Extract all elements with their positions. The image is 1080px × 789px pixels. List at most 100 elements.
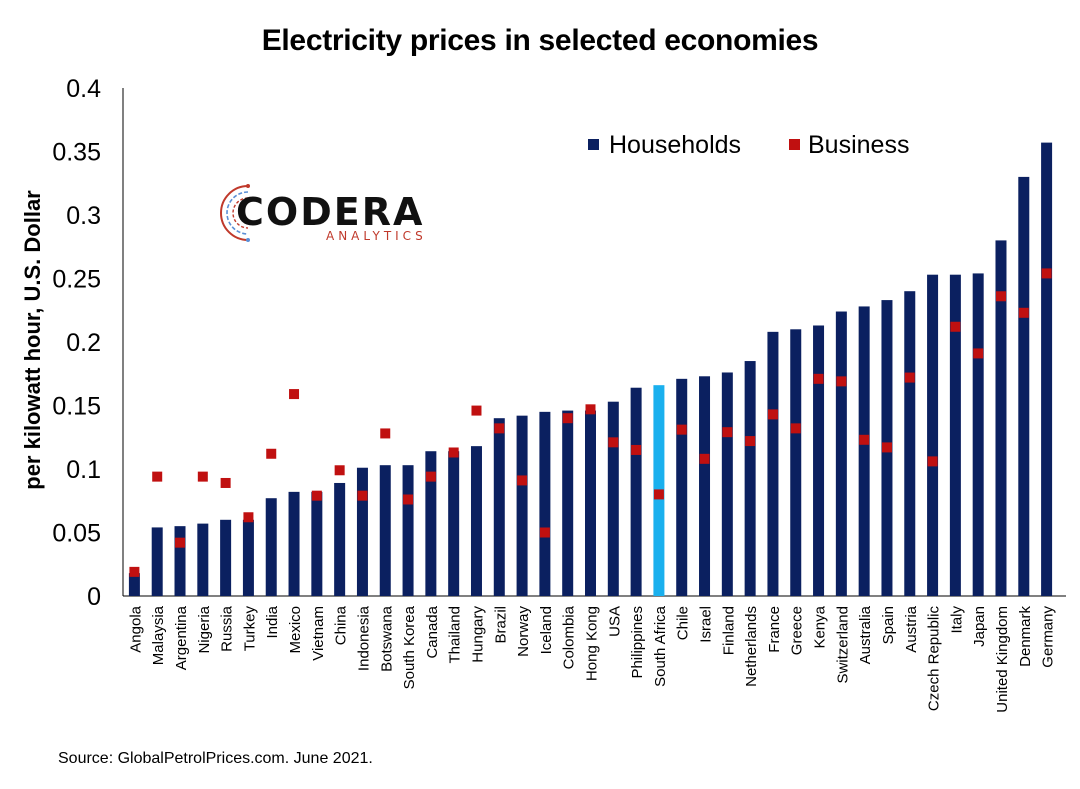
bar-households	[448, 451, 460, 596]
marker-business	[836, 376, 847, 387]
y-tick-label: 0.2	[66, 329, 101, 357]
bar-households	[585, 410, 596, 596]
bar-households	[539, 411, 551, 596]
x-tick-label: Kenya	[812, 605, 829, 648]
y-tick-label: 0.3	[66, 202, 101, 230]
bar-households	[242, 519, 254, 596]
source-note: Source: GlobalPetrolPrices.com. June 202…	[58, 750, 373, 767]
marker-business	[129, 566, 140, 577]
marker-business	[608, 437, 619, 448]
marker-business	[790, 423, 801, 434]
y-axis-label: per kilowatt hour, U.S. Dollar	[20, 190, 45, 490]
marker-business	[448, 447, 459, 458]
bar-households	[630, 387, 642, 596]
bar-households	[721, 372, 733, 596]
y-tick-label: 0	[87, 583, 101, 611]
x-tick-label: Colombia	[561, 605, 578, 669]
bar-households	[174, 526, 186, 596]
x-tick-label: Philippines	[629, 606, 646, 679]
marker-business	[403, 494, 414, 505]
marker-business	[973, 348, 984, 359]
y-tick-label: 0.05	[52, 520, 101, 548]
bar-households	[562, 410, 574, 596]
bar-households	[790, 329, 802, 596]
bar-households	[676, 378, 688, 596]
bar-households	[949, 274, 961, 596]
bar-households	[835, 311, 847, 596]
bar-households	[334, 482, 346, 596]
marker-business	[289, 389, 300, 400]
marker-business	[357, 490, 368, 501]
legend-swatch-business	[789, 139, 800, 150]
bar-households	[744, 361, 756, 596]
x-tick-label: United Kingdom	[994, 606, 1011, 713]
marker-business	[562, 413, 573, 424]
x-tick-label: Czech Republic	[926, 606, 943, 712]
bar-households	[311, 491, 323, 596]
marker-business	[631, 444, 642, 455]
x-tick-label: India	[264, 605, 281, 638]
bar-households	[995, 240, 1007, 596]
marker-business	[585, 404, 596, 415]
marker-business	[517, 475, 528, 486]
marker-business	[334, 465, 345, 476]
legend-swatch-households	[588, 139, 599, 150]
marker-business	[653, 489, 664, 500]
legend-label-business: Business	[808, 131, 909, 159]
bar-households	[904, 291, 916, 596]
x-tick-label: Australia	[857, 605, 874, 664]
bar-households	[379, 465, 391, 596]
bar-households	[607, 401, 619, 596]
marker-business	[266, 448, 277, 459]
bar-households	[425, 451, 437, 596]
y-tick-label: 0.4	[66, 75, 101, 103]
x-tick-label: Greece	[789, 606, 806, 655]
x-tick-label: Netherlands	[743, 606, 760, 687]
bar-households	[265, 498, 277, 596]
x-tick-label: Norway	[515, 606, 532, 657]
marker-business	[881, 442, 892, 453]
y-tick-label: 0.1	[66, 456, 101, 484]
x-tick-label: USA	[606, 606, 623, 637]
markers-business	[129, 268, 1052, 577]
bar-households	[1018, 176, 1030, 596]
marker-business	[745, 436, 756, 447]
x-tick-label: Brazil	[492, 606, 509, 644]
x-tick-label: Japan	[971, 606, 988, 647]
x-tick-label: Nigeria	[196, 605, 213, 653]
x-tick-label: Denmark	[1017, 606, 1034, 667]
x-tick-label: Angola	[127, 605, 144, 652]
bar-households	[220, 519, 232, 596]
x-tick-label: Finland	[720, 606, 737, 655]
x-tick-label: South Africa	[652, 605, 669, 687]
bar-households	[516, 415, 528, 596]
x-tick-labels: Angola Malaysia Argentina Nigeria Russia Turk…	[127, 605, 1056, 712]
y-tick-labels: 0 0.05 0.1 0.15 0.2 0.25 0.3 0.35 0.4	[52, 75, 101, 611]
bar-households	[128, 573, 140, 596]
marker-business	[813, 373, 824, 384]
marker-business	[539, 527, 550, 538]
marker-business	[197, 471, 208, 482]
y-tick-label: 0.25	[52, 266, 101, 294]
marker-business	[859, 434, 870, 445]
x-tick-label: France	[766, 606, 783, 653]
x-tick-label: Argentina	[173, 605, 190, 670]
bar-households	[813, 325, 825, 596]
marker-business	[380, 428, 391, 439]
marker-business	[471, 405, 482, 416]
x-tick-label: China	[333, 605, 350, 645]
marker-business	[220, 477, 231, 488]
x-tick-label: Mexico	[287, 606, 304, 654]
bar-households	[288, 491, 300, 596]
x-tick-label: Vietnam	[310, 606, 327, 661]
bar-households	[356, 467, 368, 596]
marker-business	[175, 537, 186, 548]
x-tick-label: Turkey	[241, 606, 258, 652]
marker-business	[699, 453, 710, 464]
bar-households	[197, 523, 209, 596]
marker-business	[1041, 268, 1052, 279]
chart-title: Electricity prices in selected economies	[261, 24, 819, 57]
x-tick-label: Hong Kong	[584, 606, 601, 681]
